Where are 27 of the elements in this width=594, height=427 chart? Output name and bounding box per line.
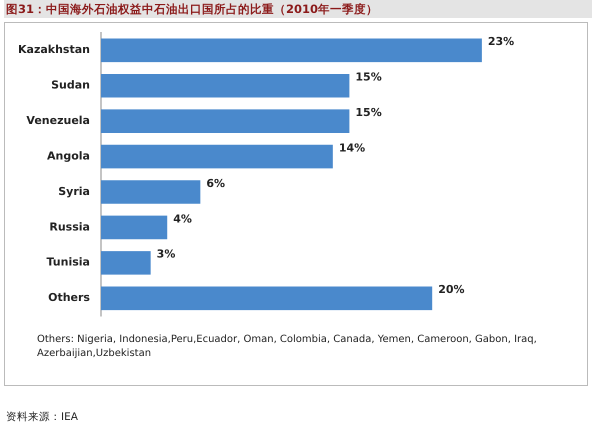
y-tick-label: Tunisia [46,256,90,269]
y-tick-label: Syria [58,184,90,198]
y-tick-label: Kazakhstan [18,43,90,56]
bar [100,74,350,98]
chart-title: 图31：中国海外石油权益中石油出口国所占的比重（2010年一季度） [4,0,592,18]
data-label: 15% [355,106,382,120]
data-label: 3% [156,248,176,261]
data-label: 23% [488,35,514,48]
bar [100,180,200,204]
bar [100,251,151,275]
data-label: 20% [438,283,465,296]
data-label: 15% [355,70,382,84]
data-label: 14% [338,141,366,154]
y-tick-label: Others [48,291,90,304]
data-label: 6% [206,176,226,190]
y-tick-label: Venezuela [26,114,90,128]
y-tick-label: Angola [47,149,90,162]
text: Others: Nigeria, Indonesia,Peru,Ecuador, Oman, Colombia, Canada, Yemen, Cameroon, Gabon, Iraq, Azerbaijian,Uzbekistan [37,333,538,361]
y-tick-label: Russia [49,220,90,234]
bar [100,216,168,240]
data-label: 4% [173,212,192,226]
y-tick-label: Sudan [51,78,90,92]
bar [100,286,432,310]
bar [100,38,482,62]
bar [100,109,350,133]
bar [100,144,333,168]
text: 资料来源：IEA [6,410,78,424]
